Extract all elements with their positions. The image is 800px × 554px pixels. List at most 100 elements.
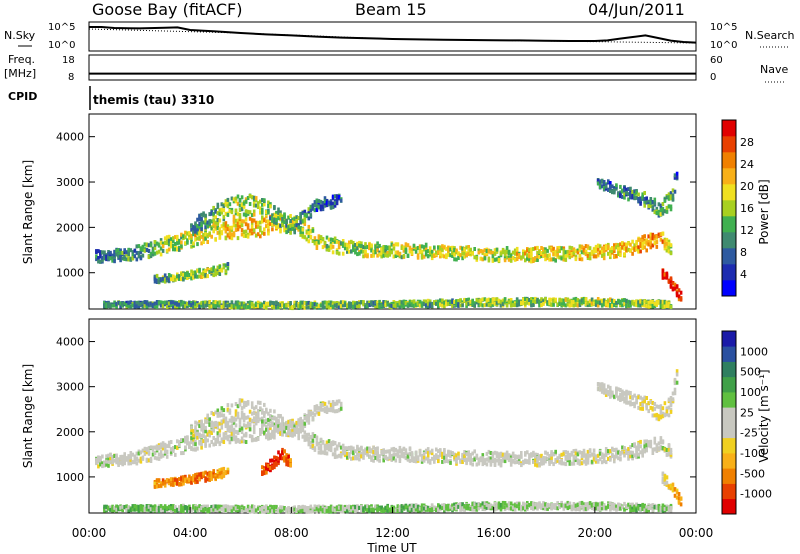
heatmap-cell (350, 239, 353, 244)
heatmap-cell (352, 456, 355, 461)
heatmap-cell (263, 430, 266, 435)
heatmap-cell (228, 235, 232, 240)
heatmap-cell (534, 299, 537, 304)
heatmap-cell (645, 448, 648, 453)
heatmap-cell (263, 414, 266, 419)
heatmap-cell (665, 205, 669, 210)
heatmap-cell (242, 301, 246, 306)
heatmap-cell (368, 448, 371, 453)
heatmap-cell (192, 270, 195, 275)
heatmap-cell (558, 249, 561, 253)
heatmap-cell (596, 453, 600, 458)
heatmap-cell (182, 272, 185, 277)
heatmap-cell (414, 450, 418, 455)
heatmap-cell (119, 301, 122, 306)
heatmap-cell (592, 452, 596, 457)
heatmap-cell (161, 248, 165, 253)
heatmap-cell (406, 302, 410, 307)
heatmap-cell (252, 427, 256, 432)
heatmap-cell (576, 460, 580, 465)
heatmap-cell (202, 220, 205, 225)
heatmap-cell (169, 447, 173, 452)
heatmap-cell (594, 249, 598, 253)
heatmap-cell (303, 212, 307, 217)
heatmap-cell (356, 246, 359, 251)
heatmap-cell (309, 304, 313, 309)
heatmap-cell (311, 444, 315, 448)
heatmap-cell (169, 274, 173, 279)
heatmap-cell (309, 213, 313, 218)
heatmap-cell (265, 214, 268, 219)
heatmap-cell (220, 224, 224, 229)
heatmap-cell (198, 231, 201, 236)
heatmap-cell (665, 237, 669, 242)
heatmap-cell (277, 210, 280, 215)
heatmap-cell (392, 456, 396, 461)
heatmap-cell (234, 439, 238, 444)
heatmap-cell (153, 246, 157, 250)
heatmap-cell (609, 189, 612, 193)
heatmap-cell (376, 301, 379, 305)
heatmap-cell (483, 461, 487, 465)
heatmap-cell (348, 301, 351, 306)
heatmap-cell (212, 426, 215, 430)
heatmap-cell (159, 483, 163, 488)
heatmap-cell (305, 237, 309, 242)
heatmap-cell (178, 247, 181, 252)
heatmap-cell (675, 175, 679, 180)
heatmap-cell (621, 450, 624, 455)
heatmap-cell (491, 251, 495, 255)
heatmap-cell (293, 216, 296, 221)
heatmap-cell (536, 299, 539, 304)
heatmap-cell (501, 302, 505, 307)
heatmap-cell (228, 225, 232, 230)
heatmap-cell (208, 231, 211, 236)
heatmap-cell (325, 301, 329, 306)
heatmap-cell (117, 300, 120, 305)
heatmap-cell (368, 454, 371, 459)
heatmap-cell (121, 454, 124, 459)
heatmap-cell (534, 458, 537, 463)
heatmap-cell (467, 245, 470, 249)
heatmap-cell (228, 209, 232, 213)
heatmap-cell (534, 454, 537, 459)
heatmap-cell (592, 249, 596, 254)
heatmap-cell (653, 197, 657, 202)
heatmap-cell (627, 453, 630, 458)
heatmap-cell (655, 300, 659, 305)
heatmap-cell (299, 416, 302, 421)
heatmap-cell (244, 197, 248, 202)
heatmap-cell (578, 247, 582, 252)
heatmap-cell (382, 458, 385, 463)
heatmap-cell (619, 247, 622, 251)
heatmap-cell (564, 450, 568, 455)
heatmap-cell (507, 257, 511, 262)
heatmap-cell (273, 305, 276, 310)
heatmap-cell (370, 449, 373, 454)
heatmap-cell (230, 424, 234, 429)
heatmap-cell (669, 284, 673, 289)
heatmap-cell (534, 246, 537, 251)
heatmap-cell (540, 453, 543, 458)
heatmap-cell (281, 424, 284, 429)
heatmap-cell (123, 461, 126, 466)
heatmap-cell (259, 428, 262, 432)
heatmap-cell (184, 436, 187, 441)
heatmap-cell (267, 433, 270, 438)
heatmap-cell (623, 451, 626, 456)
heatmap-cell (641, 301, 644, 306)
heatmap-cell (445, 453, 448, 458)
heatmap-cell (428, 450, 432, 455)
heatmap-cell (299, 230, 302, 234)
heatmap-cell (291, 223, 294, 228)
heatmap-cell (147, 243, 151, 248)
heatmap-cell (129, 300, 133, 305)
heatmap-cell (639, 237, 642, 242)
heatmap-cell (645, 199, 648, 204)
heatmap-cell (526, 300, 529, 305)
heatmap-cell (246, 415, 250, 420)
heatmap-cell (145, 447, 149, 452)
heatmap-cell (200, 224, 203, 229)
heatmap-cell (366, 452, 369, 457)
heatmap-cell (238, 208, 242, 212)
